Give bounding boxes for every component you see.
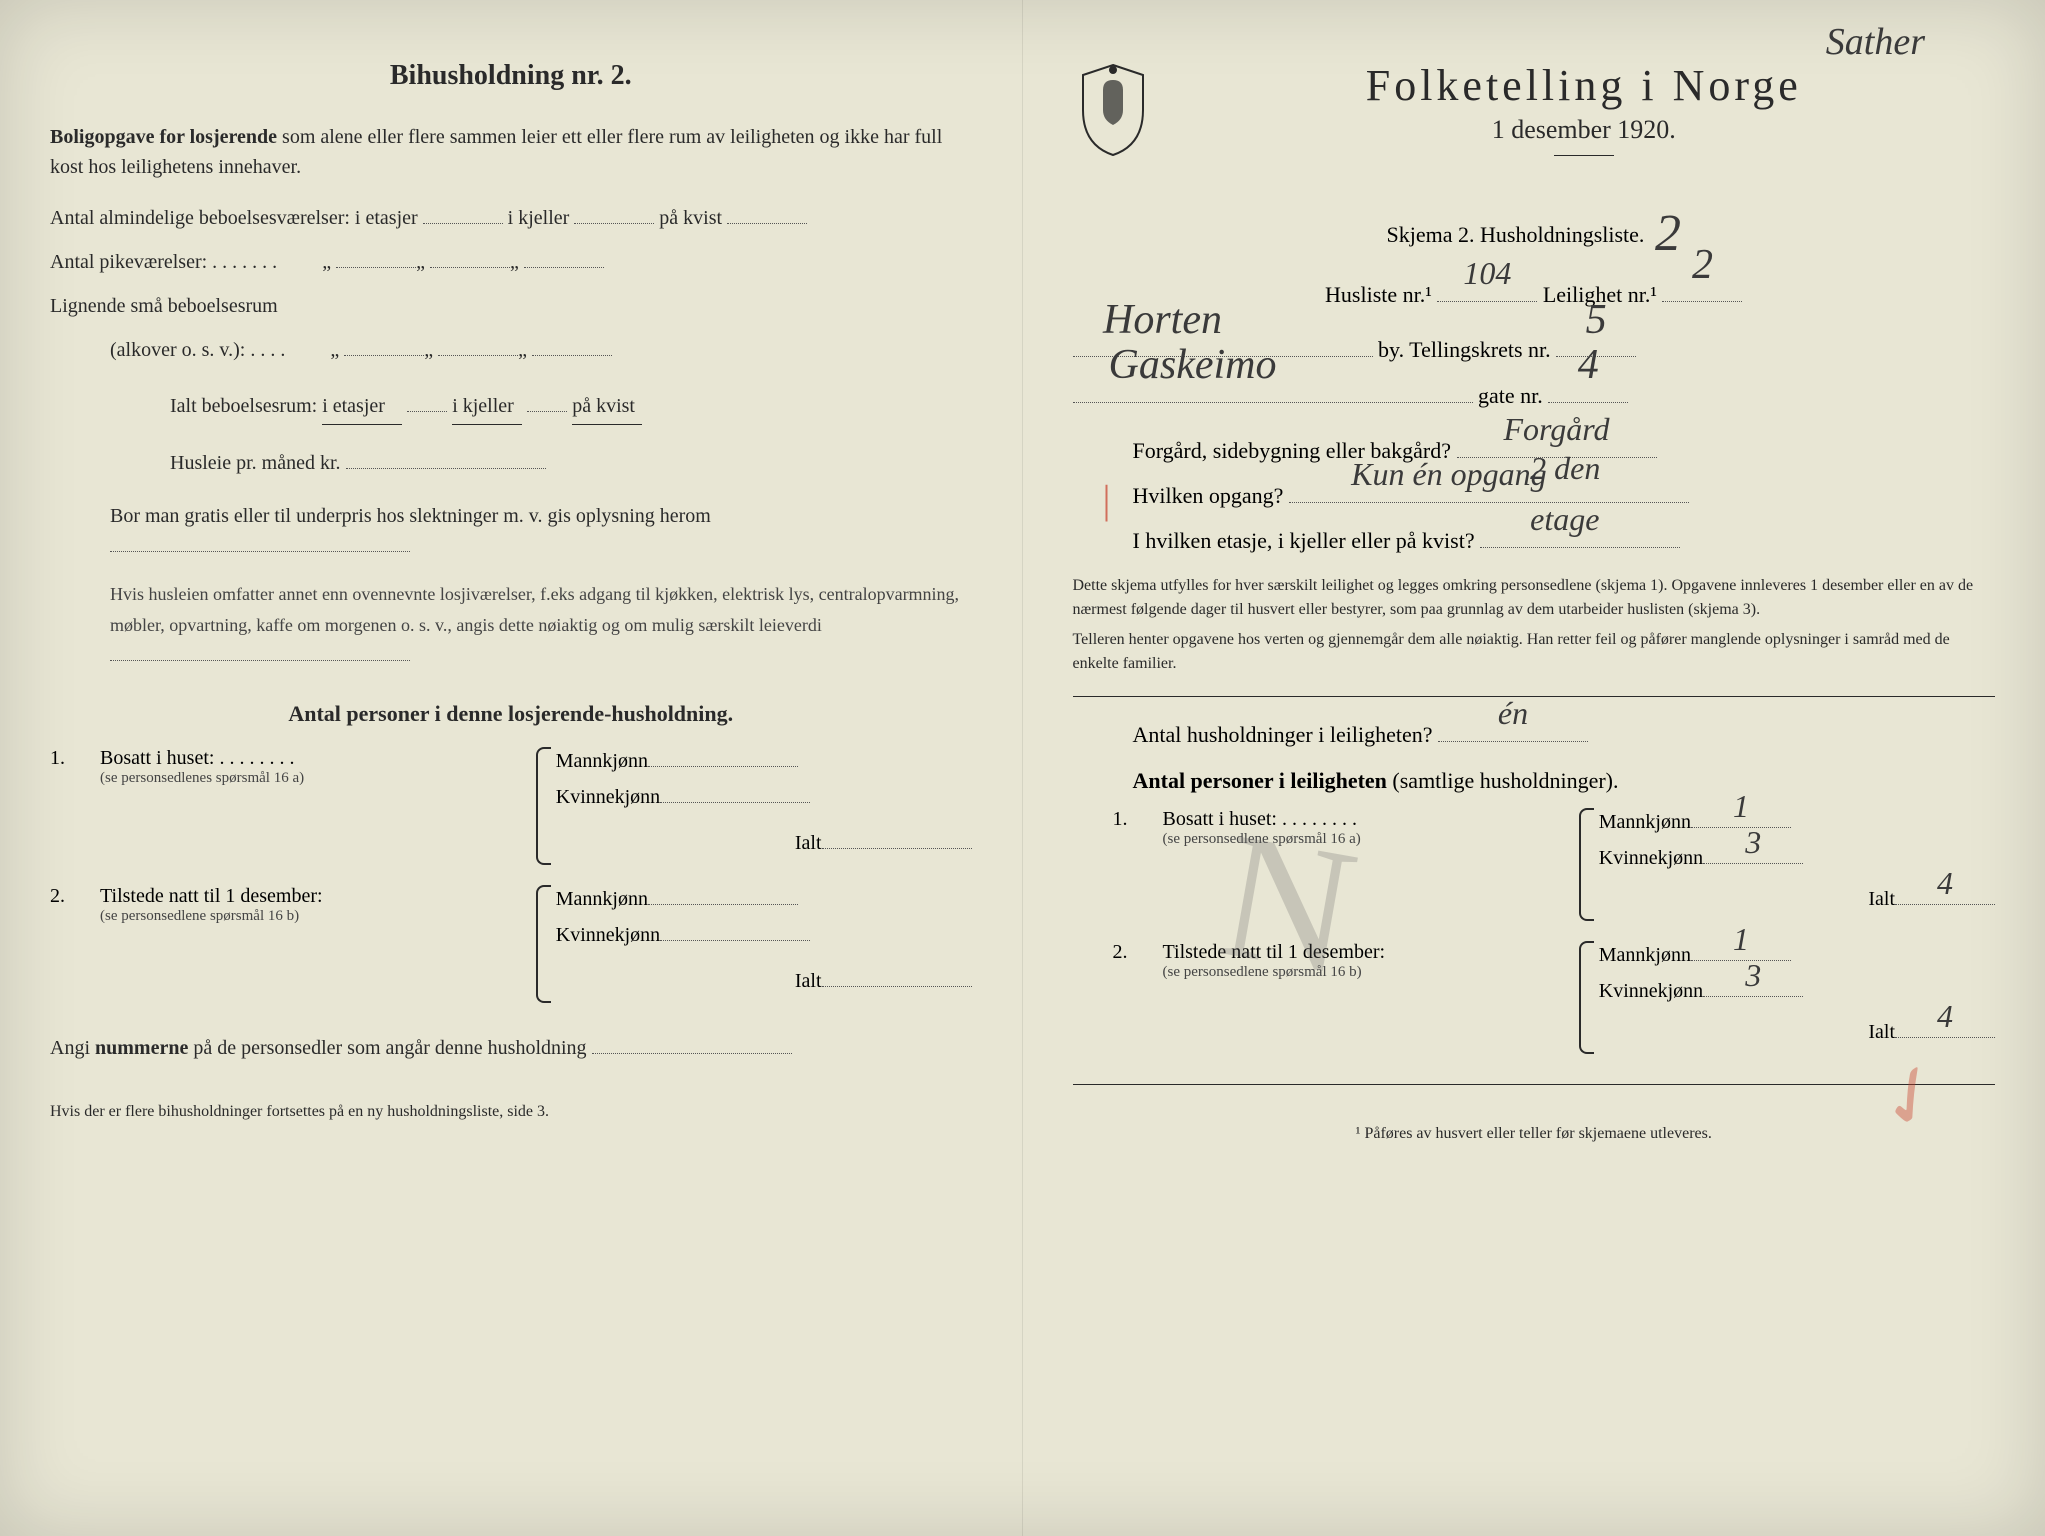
alkover-line: (alkover o. s. v.): . . . . „ „ „ — [110, 332, 972, 368]
rooms-line: Antal almindelige beboelsesværelser: i e… — [50, 200, 972, 236]
right-item-2: 2. Tilstede natt til 1 desember: (se per… — [1113, 941, 1996, 1054]
ialt-line: Ialt beboelsesrum: i etasjer i kjeller p… — [170, 388, 972, 425]
blank-field — [532, 336, 612, 356]
right-footnote: ¹ Påføres av husvert eller teller før sk… — [1073, 1125, 1996, 1143]
left-page: Bihusholdning nr. 2. Boligopgave for los… — [0, 0, 1023, 1536]
val2-kvinne: 3 — [1745, 957, 1761, 994]
blank-field — [430, 248, 510, 268]
nummer-line: Angi nummerne på de personsedler som ang… — [50, 1033, 972, 1063]
val1-kvinne: 3 — [1745, 824, 1761, 861]
blank-field — [336, 248, 416, 268]
curly-bracket — [536, 747, 551, 865]
right-page: Sather Folketelling i Norge 1 desember 1… — [1023, 0, 2045, 1536]
coat-of-arms-icon — [1073, 60, 1153, 160]
subtitle: 1 desember 1920. — [1173, 115, 1996, 145]
red-stroke-mark: | — [1103, 468, 1111, 532]
blank-field — [727, 204, 807, 224]
left-title: Bihusholdning nr. 2. — [50, 60, 972, 92]
blank-field — [110, 532, 410, 552]
intro-bold: Boligopgave for losjerende — [50, 126, 277, 148]
val2-ialt: 4 — [1937, 998, 1953, 1035]
leie-note: Hvis husleien omfatter annet enn ovennev… — [110, 579, 972, 671]
intro-paragraph: Boligopgave for losjerende som alene ell… — [50, 122, 972, 182]
gate-nr-value: 4 — [1578, 332, 1599, 399]
gate-value: Gaskeimo — [1109, 332, 1277, 399]
etasje-value: 2 den etage — [1530, 443, 1630, 545]
val1-ialt: 4 — [1937, 865, 1953, 902]
divider — [1073, 1084, 1996, 1085]
instructions-2: Telleren henter opgavene hos verten og g… — [1073, 628, 1996, 676]
antal-hush-value: én — [1498, 688, 1528, 739]
section2-title: Antal personer i denne losjerende-hushol… — [50, 701, 972, 727]
handwritten-name-top: Sather — [1826, 20, 1925, 64]
small-rooms-line: Lignende små beboelsesrum — [50, 288, 972, 324]
census-document: Bihusholdning nr. 2. Boligopgave for los… — [0, 0, 2045, 1536]
curly-bracket — [1579, 808, 1594, 921]
blank-field — [344, 336, 424, 356]
val1-mann: 1 — [1733, 788, 1749, 825]
leilighet-value: 2 — [1692, 232, 1713, 299]
husliste-value: 104 — [1463, 248, 1511, 299]
husleie-line: Husleie pr. måned kr. — [170, 445, 972, 481]
item-2: 2. Tilstede natt til 1 desember: (se per… — [50, 885, 972, 1003]
blank-field — [438, 336, 518, 356]
etasje-line: I hvilken etasje, i kjeller eller på kvi… — [1133, 523, 1996, 558]
curly-bracket — [536, 885, 551, 1003]
right-item-1: 1. Bosatt i huset: . . . . . . . . (se p… — [1113, 808, 1996, 921]
item-1: 1. Bosatt i huset: . . . . . . . . (se p… — [50, 747, 972, 865]
gratis-line: Bor man gratis eller til underpris hos s… — [110, 501, 972, 561]
curly-bracket — [1579, 941, 1594, 1054]
val2-mann: 1 — [1733, 921, 1749, 958]
leilighet-value-big: 2 — [1655, 192, 1681, 275]
instructions-1: Dette skjema utfylles for hver særskilt … — [1073, 574, 1996, 622]
pike-line: Antal pikeværelser: . . . . . . . „ „ „ — [50, 244, 972, 280]
divider — [1554, 155, 1614, 156]
antal-hush-line: Antal husholdninger i leiligheten? én — [1133, 717, 1996, 752]
left-footer: Hvis der er flere bihusholdninger fortse… — [50, 1103, 972, 1121]
blank-field — [423, 204, 503, 224]
antal-pers-line: Antal personer i leiligheten (samtlige h… — [1133, 763, 1996, 798]
blank-field — [524, 248, 604, 268]
opgang-value: Kun én opgang — [1351, 449, 1547, 500]
divider — [1073, 696, 1996, 697]
skjema-line: Skjema 2. Husholdningsliste. 2 — [1073, 184, 1996, 267]
right-header: Folketelling i Norge 1 desember 1920. — [1073, 60, 1996, 164]
blank-field — [346, 449, 546, 469]
main-title: Folketelling i Norge — [1173, 60, 1996, 111]
blank-field — [574, 204, 654, 224]
